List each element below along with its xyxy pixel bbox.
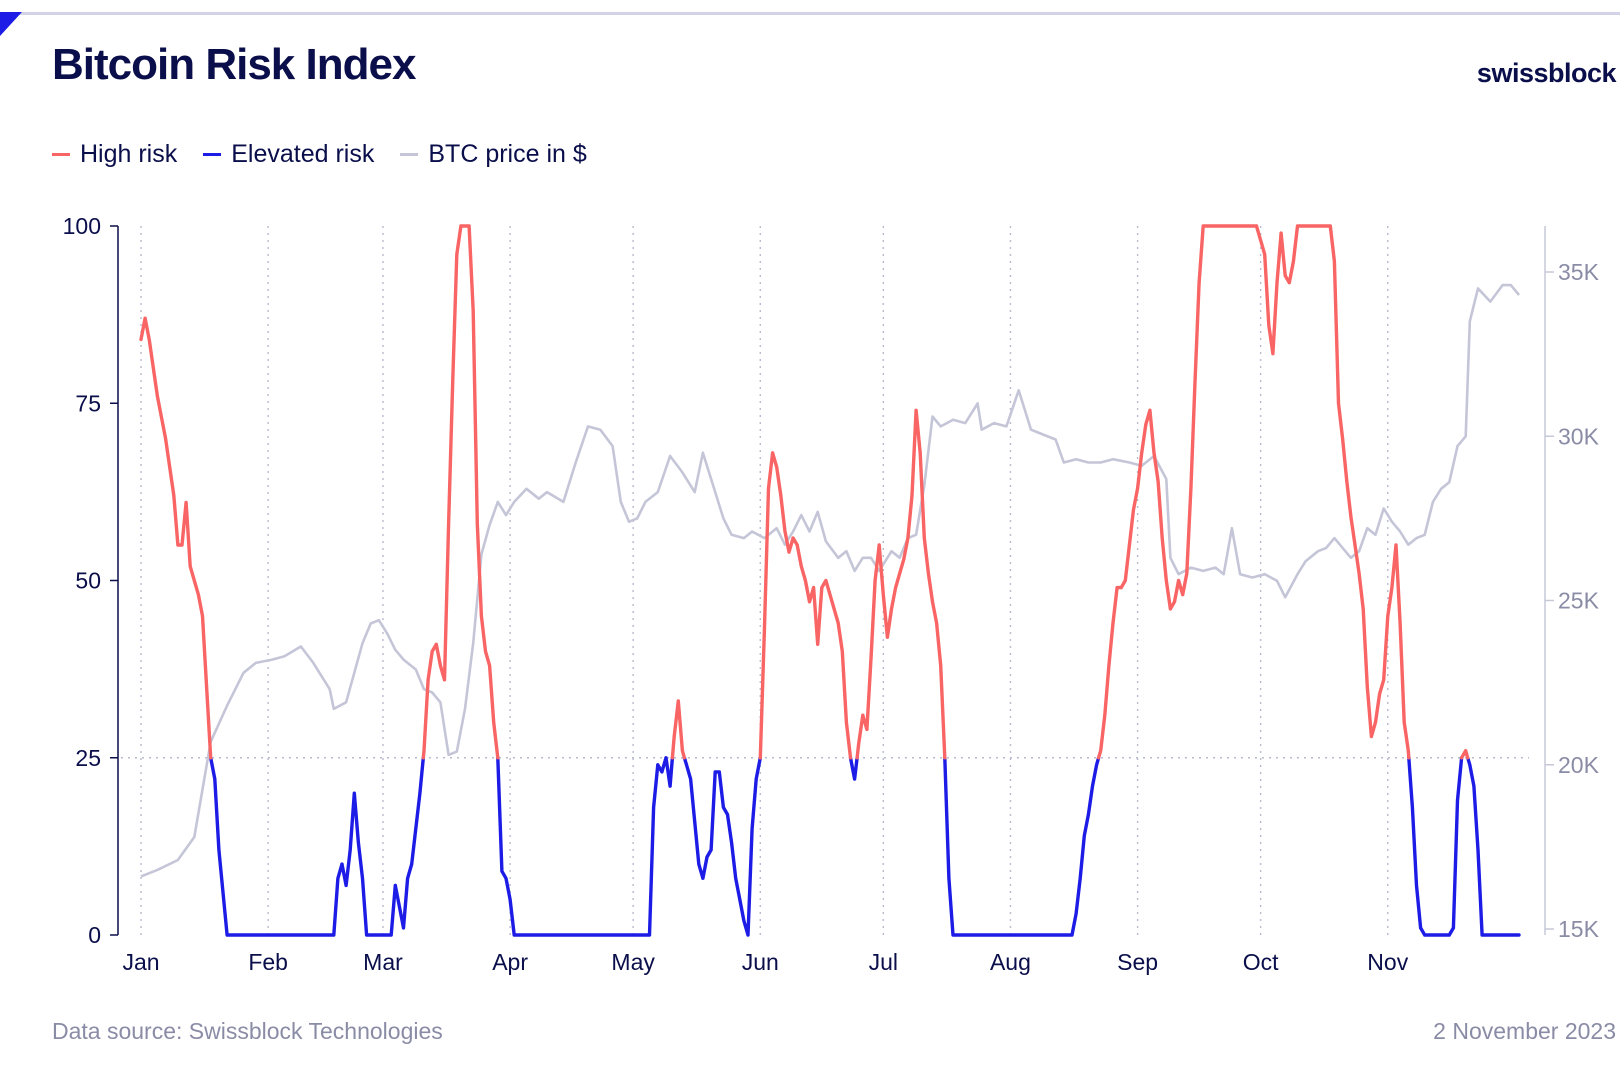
legend-item-elevated-risk: Elevated risk: [203, 140, 374, 169]
legend-swatch-elevated-risk: [203, 153, 222, 156]
x-tick-label-feb: Feb: [248, 949, 288, 975]
data-source: Data source: Swissblock Technologies: [52, 1018, 443, 1044]
corner-accent: [0, 12, 22, 36]
x-tick-label-jul: Jul: [869, 949, 898, 975]
legend-label-btc-price: BTC price in $: [428, 140, 587, 168]
x-tick-label-jun: Jun: [742, 949, 779, 975]
high-risk-line: [139, 224, 1470, 760]
page-title: Bitcoin Risk Index: [52, 40, 416, 89]
legend-item-high-risk: High risk: [52, 140, 177, 169]
chart-legend: High risk Elevated risk BTC price in $: [52, 140, 587, 169]
x-tick-label-apr: Apr: [492, 949, 528, 975]
y-tick-label-right: 30K: [1558, 423, 1600, 449]
y-tick-label-right: 35K: [1558, 259, 1600, 285]
x-tick-label-nov: Nov: [1367, 949, 1408, 975]
legend-swatch-high-risk: [52, 153, 70, 156]
x-tick-label-aug: Aug: [990, 949, 1031, 975]
elevated-risk-line: [209, 756, 1521, 937]
legend-item-btc-price: BTC price in $: [400, 140, 587, 169]
x-tick-label-sep: Sep: [1117, 949, 1158, 975]
x-tick-label-jan: Jan: [122, 949, 159, 975]
y-tick-label-left: 25: [75, 745, 101, 771]
legend-label-high-risk: High risk: [80, 140, 178, 168]
y-tick-label-right: 15K: [1558, 916, 1600, 942]
legend-swatch-btc-price: [400, 153, 419, 156]
publish-date: 2 November 2023: [1433, 1018, 1616, 1044]
x-tick-label-mar: Mar: [363, 949, 403, 975]
y-tick-label-left: 100: [63, 213, 101, 239]
brand-logo: swissblock: [1476, 58, 1617, 88]
y-tick-label-left: 50: [75, 568, 101, 594]
btc-price-line: [140, 283, 1521, 878]
y-tick-label-left: 0: [88, 922, 101, 948]
legend-label-elevated-risk: Elevated risk: [231, 140, 375, 168]
y-tick-label-right: 25K: [1558, 588, 1600, 614]
y-tick-label-left: 75: [75, 390, 101, 416]
top-rule: [0, 12, 1620, 15]
y-tick-label-right: 20K: [1558, 752, 1600, 778]
x-tick-label-oct: Oct: [1243, 949, 1279, 975]
x-tick-label-may: May: [611, 949, 655, 975]
